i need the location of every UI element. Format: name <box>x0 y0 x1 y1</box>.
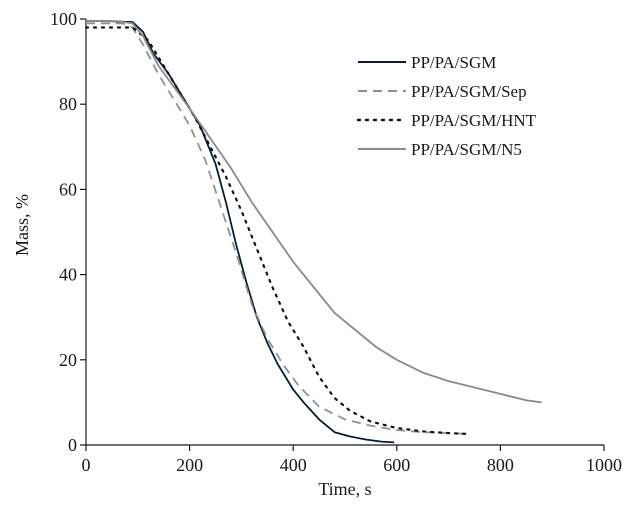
x-axis-title: Time, s <box>318 479 371 499</box>
x-tick-label: 800 <box>487 455 514 475</box>
y-tick-label: 0 <box>68 435 77 455</box>
plot-area <box>84 20 542 444</box>
series-line-1 <box>86 22 467 435</box>
x-tick-label: 0 <box>82 455 91 475</box>
series-line-3 <box>86 20 542 404</box>
y-tick-label: 100 <box>50 9 77 29</box>
legend-label-1: PP/PA/SGM/Sep <box>411 82 527 101</box>
axes: 0 200 400 600 800 1000 0 20 40 60 80 100 <box>50 9 622 475</box>
y-tick-label: 60 <box>59 179 77 199</box>
series-line-2 <box>84 26 468 435</box>
legend-label-0: PP/PA/SGM <box>411 53 496 72</box>
x-tick-label: 400 <box>280 455 307 475</box>
x-tick-label: 1000 <box>586 455 622 475</box>
legend-label-3: PP/PA/SGM/N5 <box>411 140 522 159</box>
y-tick-label: 20 <box>59 350 77 370</box>
x-tick-label: 600 <box>383 455 410 475</box>
y-tick-label: 80 <box>59 94 77 114</box>
y-axis-title: Mass, % <box>12 194 32 256</box>
y-tick-label: 40 <box>59 265 77 285</box>
legend: PP/PA/SGM PP/PA/SGM/Sep PP/PA/SGM/HNT PP… <box>356 53 537 159</box>
series-line-0 <box>86 20 395 444</box>
legend-label-2: PP/PA/SGM/HNT <box>411 111 537 130</box>
x-tick-label: 200 <box>176 455 203 475</box>
